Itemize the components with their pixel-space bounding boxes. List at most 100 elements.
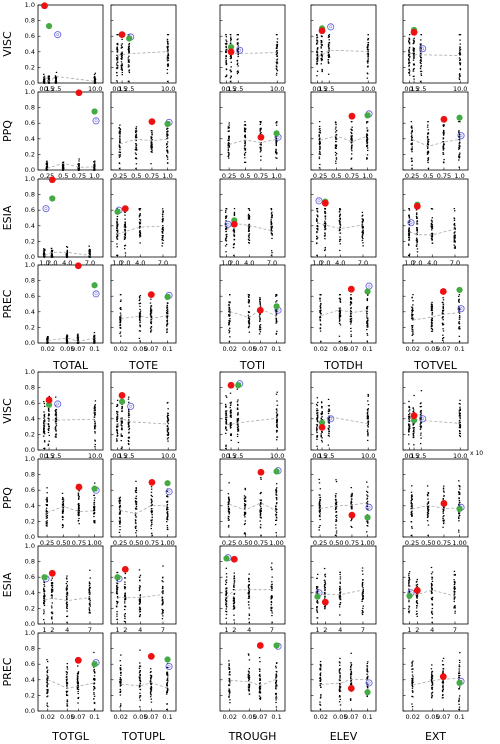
cloud-point [116,61,119,63]
cloud-point [228,319,231,322]
cloud-point [274,309,277,311]
cloud-point [116,231,119,233]
cloud-point [119,154,121,156]
cloud-point [167,34,170,36]
cloud-point [411,310,414,313]
cloud-point [47,429,50,432]
cloud-point [316,238,318,240]
cloud-point [121,38,123,40]
cloud-point [419,442,422,445]
cloud-point [458,422,461,424]
cloud-point [121,417,123,419]
panel-frame [37,91,104,171]
cloud-point [319,146,321,148]
cloud-point [78,517,80,520]
cloud-point [338,240,341,242]
cloud-point [139,319,141,321]
cloud-point [408,50,410,52]
cloud-point [367,319,369,321]
cloud-point [442,144,445,146]
cloud-point [228,146,231,148]
cloud-point [454,235,456,237]
panel-frame [310,264,377,344]
cloud-point [458,420,461,422]
cloud-point [339,214,341,217]
cloud-point [420,70,422,73]
cloud-point [321,54,323,56]
cloud-point [420,425,422,427]
panel-b1-visc-totupl: 0.10.52.5 10.0 [110,371,177,460]
cloud-point [62,169,64,171]
cloud-point [43,405,46,407]
cloud-point [410,126,412,128]
cloud-point [248,323,251,325]
cloud-point [407,415,410,418]
cloud-point [166,511,168,514]
cloud-point [275,294,277,296]
cloud-point [328,48,330,50]
cloud-point [229,392,232,394]
cloud-point [275,310,278,313]
x-tick-label: 0.05 [425,345,439,353]
cloud-point [458,430,461,432]
cloud-point [275,511,278,513]
cloud-point [459,39,461,41]
cloud-point [415,237,418,239]
cloud-point [227,146,229,148]
cloud-point [427,140,430,143]
cloud-point [134,507,137,509]
cloud-point [458,155,460,157]
cloud-point [244,513,246,515]
cloud-point [166,323,169,325]
cloud-point [150,326,152,328]
cloud-point [48,395,51,398]
cloud-point [335,130,338,132]
cloud-point [243,497,246,499]
cloud-point [224,239,227,241]
cloud-point [243,533,246,535]
cloud-point [408,74,411,76]
cloud-point [409,417,411,419]
cloud-point [120,44,123,46]
cloud-point [229,301,231,303]
cloud-point [116,238,119,240]
panel-b0-esia-tote: 1.02.0 4.0 7.0 [110,178,177,267]
panel-b1-ppq-totupl: 0.25 0.50 0.75 1.00 [110,458,177,547]
cloud-point [45,513,47,515]
cloud-point [42,435,45,437]
cloud-point [94,409,97,411]
cloud-point [413,53,415,55]
row-label-prec: PREC [1,289,14,318]
cloud-point [248,214,250,217]
cloud-point [412,52,414,54]
cloud-point [413,37,415,39]
cloud-point [427,143,430,146]
cloud-point [413,432,415,434]
cloud-point [124,232,127,234]
cloud-point [225,45,227,48]
cloud-point [459,156,461,158]
cloud-point [127,60,130,62]
cloud-point [276,121,278,123]
cloud-point [46,504,48,506]
cloud-point [135,488,137,490]
cloud-point [118,506,121,508]
cloud-point [259,509,262,511]
cloud-point [150,138,153,140]
cloud-point [166,151,169,153]
cloud-point [233,214,236,216]
panel-b1-ppq-elev: 0.25 0.50 0.75 1.00 [310,458,377,547]
cloud-point [162,225,164,227]
panel-b0-prec-toti: 0.02 0.050.07 0.1 [219,264,286,353]
cloud-point [350,330,352,332]
cloud-point [77,492,80,494]
cloud-point [366,494,368,496]
y-tick-label: 0.4 [25,308,35,316]
cloud-point [260,512,262,514]
cloud-point [275,47,278,49]
cloud-point [135,148,138,151]
cloud-point [138,303,141,305]
cloud-point [367,320,369,322]
cloud-point [335,516,338,519]
cloud-point [150,498,153,500]
